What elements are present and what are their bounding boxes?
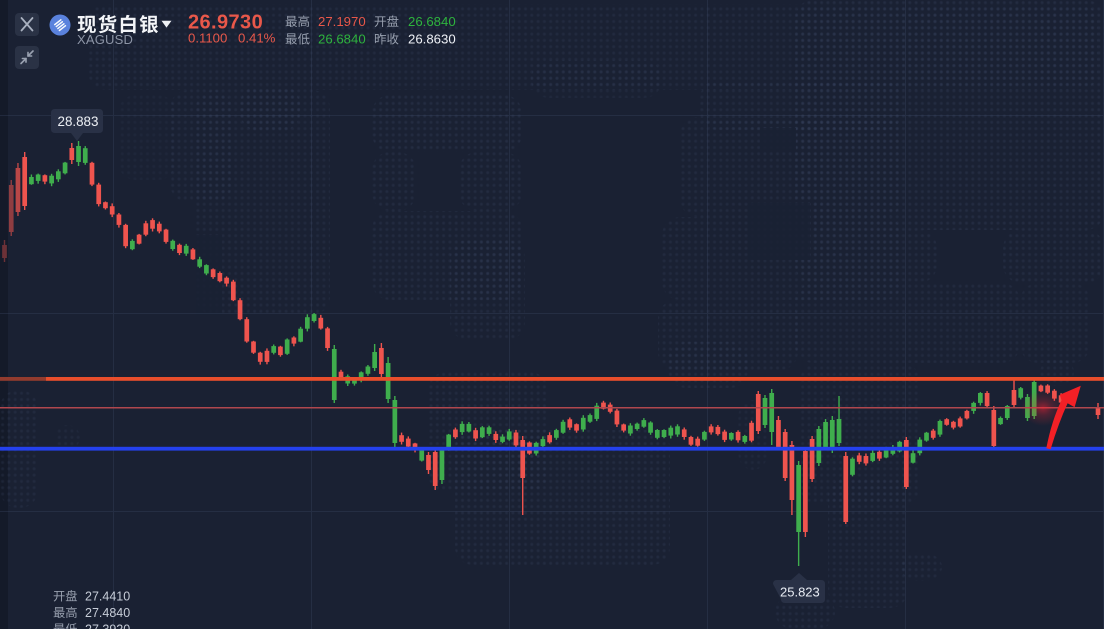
svg-text:0.41%: 0.41% <box>238 31 276 46</box>
svg-text:27.1970: 27.1970 <box>318 14 366 29</box>
svg-text:27.4840: 27.4840 <box>85 606 130 620</box>
svg-text:XAGUSD: XAGUSD <box>77 32 133 47</box>
svg-text:26.9730: 26.9730 <box>188 12 263 34</box>
svg-text:27.3920: 27.3920 <box>85 623 130 629</box>
svg-text:27.4410: 27.4410 <box>85 590 130 604</box>
svg-text:26.6840: 26.6840 <box>408 14 456 29</box>
svg-text:0.1100: 0.1100 <box>188 31 227 46</box>
svg-text:25.823: 25.823 <box>780 585 820 600</box>
svg-text:26.6840: 26.6840 <box>318 32 366 47</box>
svg-text:28.883: 28.883 <box>58 114 99 129</box>
svg-text:26.8630: 26.8630 <box>408 32 456 47</box>
